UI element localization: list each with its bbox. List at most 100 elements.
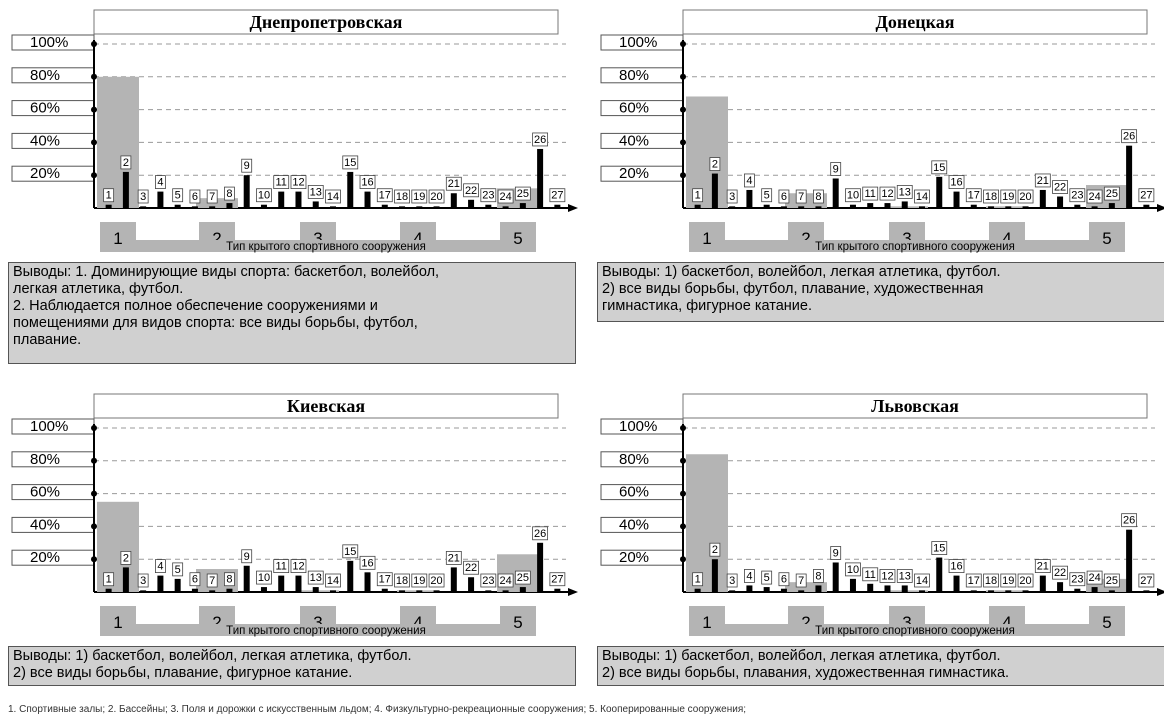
category-label: 17 bbox=[379, 574, 391, 586]
category-label-box bbox=[1121, 129, 1138, 144]
category-label: 3 bbox=[729, 191, 735, 203]
category-bar bbox=[485, 590, 492, 592]
category-label: 25 bbox=[517, 188, 529, 200]
y-tick-label: 40% bbox=[619, 516, 649, 533]
y-tick-label: 60% bbox=[619, 484, 649, 501]
category-label: 18 bbox=[985, 191, 997, 203]
category-label-box bbox=[931, 160, 948, 175]
x-axis-label: Тип крытого спортивного сооружения bbox=[815, 625, 1015, 637]
category-bar bbox=[312, 587, 319, 592]
group-marker-box bbox=[100, 606, 136, 636]
category-label: 27 bbox=[1140, 575, 1152, 587]
x-axis-label: Тип крытого спортивного сооружения bbox=[226, 625, 426, 637]
x-axis-label-band bbox=[725, 240, 1089, 252]
category-bar bbox=[1005, 590, 1012, 592]
conclusion-box: Выводы: 1) баскетбол, волейбол, легкая а… bbox=[597, 262, 1164, 322]
category-label: 14 bbox=[327, 191, 339, 203]
group-number: 2 bbox=[212, 229, 221, 248]
category-label-box bbox=[1052, 565, 1068, 580]
x-axis-label: Тип крытого спортивного сооружения bbox=[226, 241, 426, 253]
chart-panel-dnepropetrovsk: Днепропетровская 20% 40% 60% 80% 100% 1 2 3 4 5 6 7 8… bbox=[8, 8, 578, 364]
category-label-box bbox=[325, 573, 341, 588]
category-label-box bbox=[778, 572, 790, 587]
category-bar bbox=[763, 204, 770, 208]
category-label: 5 bbox=[175, 564, 181, 576]
category-label-box bbox=[795, 189, 807, 204]
category-bar bbox=[519, 203, 526, 208]
category-bar bbox=[416, 206, 423, 208]
category-bar bbox=[1126, 145, 1133, 208]
category-label: 26 bbox=[534, 134, 546, 146]
category-label: 8 bbox=[226, 188, 232, 200]
category-label: 6 bbox=[781, 191, 787, 203]
group-number: 1 bbox=[702, 229, 711, 248]
group-number: 3 bbox=[902, 229, 911, 248]
category-label: 2 bbox=[123, 552, 129, 564]
category-label: 25 bbox=[1106, 575, 1118, 587]
category-bar bbox=[970, 204, 977, 208]
category-label: 26 bbox=[1123, 515, 1135, 527]
category-label-box bbox=[813, 189, 824, 204]
category-bar bbox=[1091, 206, 1098, 208]
category-label-box bbox=[532, 526, 549, 541]
category-bar bbox=[502, 590, 509, 592]
category-label-box bbox=[103, 188, 115, 203]
category-label-box bbox=[1069, 188, 1086, 203]
category-label-box bbox=[273, 559, 290, 574]
y-tick-label: 80% bbox=[619, 451, 649, 468]
category-bar bbox=[226, 203, 233, 208]
category-bar bbox=[174, 578, 181, 592]
conclusion-box: Выводы: 1. Доминирующие виды спорта: бас… bbox=[8, 262, 576, 364]
category-bar bbox=[554, 204, 561, 208]
group-number: 3 bbox=[902, 613, 911, 632]
group-bar bbox=[686, 454, 728, 592]
category-label: 4 bbox=[746, 570, 752, 582]
category-label: 23 bbox=[482, 575, 494, 587]
group-number: 2 bbox=[801, 613, 810, 632]
footnote: 1. Спортивные залы; 2. Бассейны; 3. Поля… bbox=[8, 704, 747, 715]
y-tick-label: 20% bbox=[619, 549, 649, 566]
group-marker-box bbox=[689, 606, 725, 636]
title-box bbox=[682, 393, 1148, 419]
category-label: 20 bbox=[1019, 191, 1031, 203]
chart-panel-kiev: Киевская 20% 40% 60% 80% 100% 1 2 3 4 5 6 7 8 9 10 11 12 1… bbox=[8, 392, 578, 692]
category-bar bbox=[330, 206, 336, 208]
category-label: 20 bbox=[430, 191, 442, 203]
category-label-box bbox=[428, 573, 445, 588]
category-bar bbox=[884, 203, 891, 208]
category-label: 10 bbox=[847, 564, 859, 576]
category-label: 13 bbox=[899, 570, 911, 582]
category-bar bbox=[157, 191, 164, 208]
category-bar bbox=[433, 206, 440, 208]
category-label-box bbox=[948, 175, 965, 190]
category-label-box bbox=[1086, 570, 1103, 585]
category-bar bbox=[243, 565, 250, 592]
category-label-box bbox=[1034, 173, 1051, 188]
category-label: 14 bbox=[916, 191, 928, 203]
category-bar bbox=[174, 204, 181, 208]
group-number: 2 bbox=[212, 613, 221, 632]
category-label: 10 bbox=[847, 190, 859, 202]
group-number: 1 bbox=[113, 229, 122, 248]
category-bar bbox=[1143, 204, 1150, 208]
category-label-box bbox=[778, 189, 790, 204]
category-label: 12 bbox=[881, 188, 893, 200]
group-marker-box bbox=[689, 222, 725, 252]
category-label: 17 bbox=[379, 190, 391, 202]
category-label-box bbox=[965, 188, 982, 203]
category-label: 21 bbox=[448, 178, 460, 190]
category-bar bbox=[1057, 196, 1064, 208]
group-number: 3 bbox=[313, 613, 322, 632]
category-label-box bbox=[983, 189, 999, 204]
category-label-box bbox=[376, 572, 393, 587]
category-bar bbox=[988, 206, 995, 208]
category-bar bbox=[711, 173, 718, 208]
conclusion-box: Выводы: 1) баскетбол, волейбол, легкая а… bbox=[597, 646, 1164, 686]
category-label: 15 bbox=[933, 543, 945, 555]
category-bar bbox=[105, 588, 112, 592]
category-label-box bbox=[726, 573, 738, 588]
category-label-box bbox=[120, 550, 132, 565]
category-label: 19 bbox=[1002, 191, 1014, 203]
category-label: 22 bbox=[1054, 567, 1066, 579]
category-bar bbox=[867, 203, 874, 208]
